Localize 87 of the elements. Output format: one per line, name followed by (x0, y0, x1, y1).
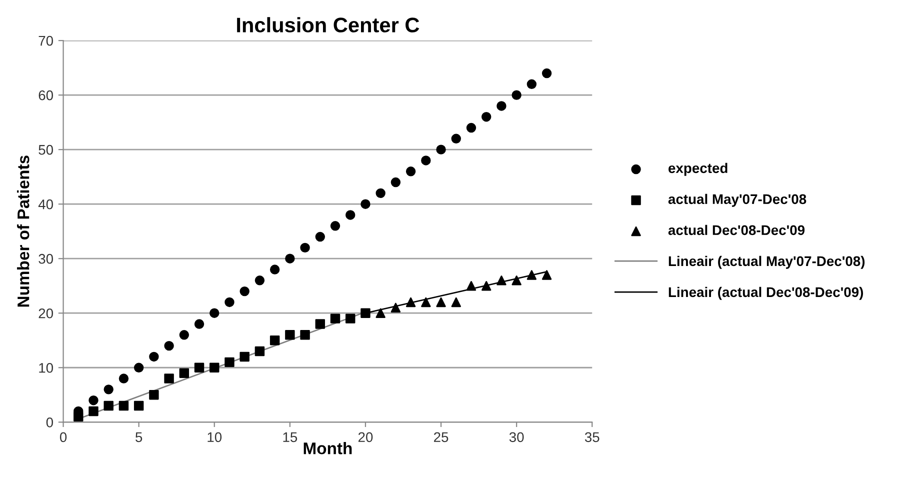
point (194, 362, 204, 372)
legend-label: actual May'07-Dec'08 (668, 194, 806, 207)
point (74, 412, 84, 422)
point (164, 340, 174, 351)
point (330, 314, 340, 324)
point (164, 374, 174, 384)
point (118, 400, 129, 411)
point (240, 352, 250, 362)
legend-label: Lineair (actual Dec'08-Dec'09) (668, 286, 864, 300)
y-tick-label: 10 (39, 362, 54, 373)
point (466, 281, 476, 291)
point (104, 384, 114, 394)
x-tick-label: 20 (358, 432, 373, 442)
point (436, 297, 446, 308)
point (346, 210, 356, 220)
point (406, 166, 416, 176)
y-tick-label: 70 (38, 36, 54, 46)
point (88, 406, 98, 416)
point (224, 297, 234, 308)
point (481, 281, 492, 291)
point (270, 264, 280, 274)
point (179, 368, 190, 378)
point (496, 101, 506, 111)
point (360, 308, 370, 318)
legend-label: actual Dec'08-Dec'09 (668, 224, 805, 236)
chart-title: Inclusion Center C (237, 17, 420, 32)
point (451, 297, 461, 308)
point (134, 362, 144, 372)
x-tick-label: 15 (283, 432, 298, 442)
point (315, 319, 326, 329)
y-tick-label: 40 (38, 199, 54, 210)
point (406, 297, 416, 308)
point (270, 336, 280, 346)
point (330, 221, 340, 231)
point (240, 286, 250, 296)
point (224, 357, 234, 368)
point (149, 390, 159, 400)
x-axis-title: Month (304, 442, 352, 454)
point (451, 134, 461, 144)
point (376, 308, 386, 318)
point (210, 362, 220, 372)
point (466, 122, 476, 133)
point (300, 242, 310, 253)
point (254, 346, 265, 356)
point (542, 270, 552, 280)
y-tick-label: 0 (46, 417, 54, 428)
point (390, 177, 401, 188)
y-tick-label: 30 (38, 254, 54, 264)
point (315, 232, 326, 242)
legend-label: Lineair (actual May'07-Dec'08) (668, 256, 865, 269)
y-tick-label: 20 (38, 308, 54, 318)
x-tick-label: 35 (584, 432, 600, 442)
point (104, 400, 114, 411)
point (496, 276, 506, 286)
point (542, 68, 552, 78)
point (134, 400, 144, 411)
point (512, 90, 522, 100)
point (88, 395, 98, 406)
point (149, 352, 159, 362)
x-tick-label: 0 (60, 432, 67, 442)
point (254, 276, 265, 286)
point (421, 156, 431, 166)
y-tick-label: 50 (38, 144, 54, 155)
y-tick-label: 60 (38, 90, 54, 100)
point (526, 79, 537, 90)
point (346, 314, 356, 324)
point (300, 330, 310, 340)
point (512, 276, 522, 286)
point (194, 319, 204, 329)
point (210, 308, 220, 318)
point (118, 374, 129, 384)
x-tick-label: 25 (434, 432, 448, 442)
x-tick-label: 5 (136, 432, 142, 442)
point (376, 188, 386, 198)
point (481, 112, 492, 122)
point (436, 144, 446, 154)
point (285, 254, 295, 264)
x-tick-label: 10 (208, 432, 222, 442)
y-axis-title: Number of Patients (17, 156, 30, 307)
x-tick-label: 30 (509, 432, 524, 442)
point (421, 297, 431, 308)
point (360, 199, 370, 209)
legend-label: expected (668, 162, 728, 176)
point (179, 330, 190, 340)
point (390, 302, 401, 313)
point (526, 270, 537, 280)
point (285, 330, 295, 340)
